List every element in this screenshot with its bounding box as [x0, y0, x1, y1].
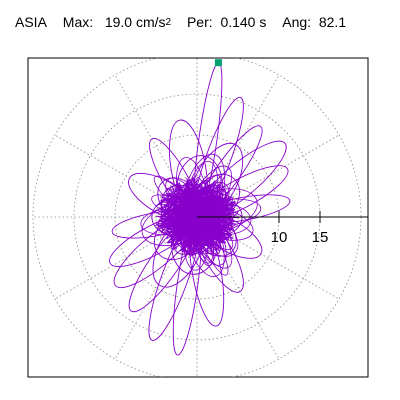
chart-header: ASIA Max: 19.0 cm/s2 Per: 0.140 s Ang: 8…	[15, 14, 346, 38]
period-label: Per:	[186, 14, 213, 30]
orbit-loop	[185, 165, 232, 231]
max-marker-layer	[214, 59, 222, 67]
angle-label: Ang:	[282, 14, 312, 30]
orbit-loop	[189, 174, 222, 229]
orbit-loop	[184, 190, 221, 227]
grid-spoke-30	[232, 134, 340, 197]
orbit-loop	[185, 185, 228, 228]
max-unit-exponent: 2	[165, 17, 172, 28]
grid-spoke-210	[54, 237, 162, 300]
grid-spoke-60	[217, 74, 280, 182]
max-value: 19.0	[104, 14, 133, 30]
station-name: ASIA	[15, 14, 47, 30]
max-point-marker	[214, 59, 222, 67]
orbit-loop	[183, 209, 218, 246]
orbit-loop	[183, 201, 225, 278]
orbit-trace	[109, 62, 291, 356]
radial-tick-label-10: 10	[271, 229, 288, 246]
orbit-loop	[183, 203, 210, 271]
orbit-loop	[181, 188, 258, 234]
angle-value: 82.1	[318, 14, 347, 30]
grid-spoke-150	[54, 134, 162, 197]
grid-spoke-120	[114, 74, 177, 182]
grid-spoke-330	[232, 237, 340, 300]
max-label: Max:	[62, 14, 94, 30]
radial-tick-label-15: 15	[312, 229, 329, 246]
period-value: 0.140 s	[220, 14, 267, 30]
max-unit: cm/s	[135, 14, 166, 30]
radial-axis: 10 15	[197, 211, 368, 246]
